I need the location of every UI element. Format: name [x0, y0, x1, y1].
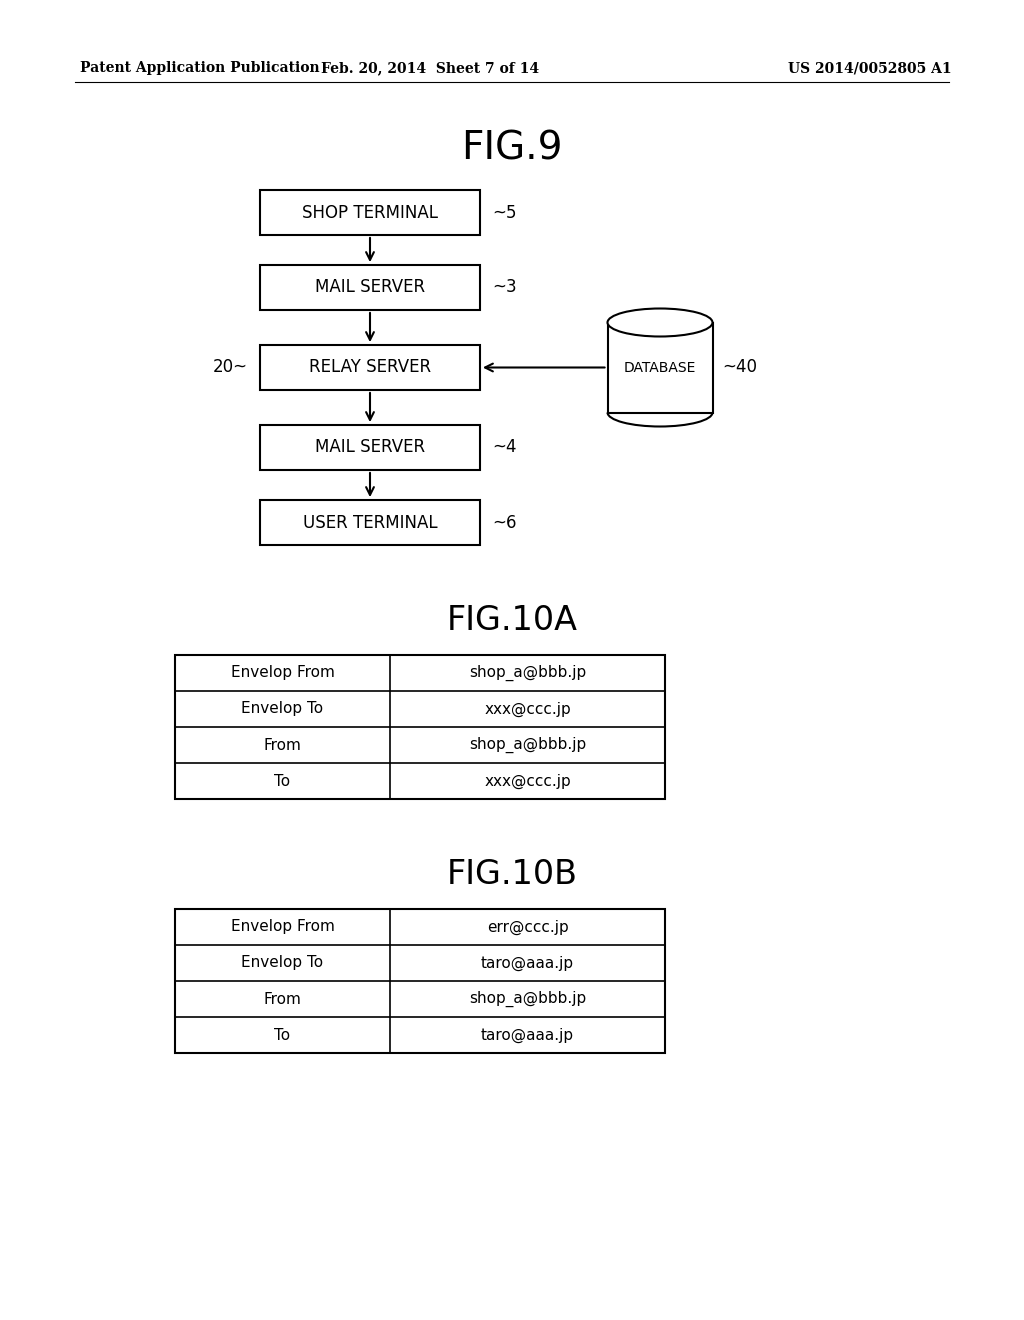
Text: DATABASE: DATABASE	[624, 360, 696, 375]
Text: ~3: ~3	[492, 279, 517, 297]
Text: Envelop From: Envelop From	[230, 920, 335, 935]
Text: RELAY SERVER: RELAY SERVER	[309, 359, 431, 376]
Bar	[175, 909, 665, 1053]
Text: SHOP TERMINAL: SHOP TERMINAL	[302, 203, 438, 222]
Text: shop_a@bbb.jp: shop_a@bbb.jp	[469, 665, 586, 681]
Text: xxx@ccc.jp: xxx@ccc.jp	[484, 774, 570, 788]
Text: shop_a@bbb.jp: shop_a@bbb.jp	[469, 991, 586, 1007]
Bar	[260, 345, 480, 389]
Ellipse shape	[607, 309, 713, 337]
Text: ~6: ~6	[492, 513, 516, 532]
Text: err@ccc.jp: err@ccc.jp	[486, 920, 568, 935]
Bar	[607, 322, 713, 412]
Bar	[260, 425, 480, 470]
Text: ~4: ~4	[492, 438, 516, 457]
Text: From: From	[263, 991, 301, 1006]
Text: From: From	[263, 738, 301, 752]
Text: 20~: 20~	[213, 359, 248, 376]
Text: taro@aaa.jp: taro@aaa.jp	[481, 956, 574, 970]
Bar	[175, 655, 665, 799]
Text: FIG.9: FIG.9	[461, 129, 563, 168]
Text: MAIL SERVER: MAIL SERVER	[315, 438, 425, 457]
Text: US 2014/0052805 A1: US 2014/0052805 A1	[788, 61, 952, 75]
Text: USER TERMINAL: USER TERMINAL	[303, 513, 437, 532]
Text: Envelop To: Envelop To	[242, 956, 324, 970]
Text: To: To	[274, 1027, 291, 1043]
Text: MAIL SERVER: MAIL SERVER	[315, 279, 425, 297]
Bar	[260, 190, 480, 235]
Bar	[260, 265, 480, 310]
Text: shop_a@bbb.jp: shop_a@bbb.jp	[469, 737, 586, 754]
Text: To: To	[274, 774, 291, 788]
Text: FIG.10B: FIG.10B	[446, 858, 578, 891]
Text: ~40: ~40	[723, 359, 758, 376]
Bar	[260, 500, 480, 545]
Text: ~5: ~5	[492, 203, 516, 222]
Text: FIG.10A: FIG.10A	[446, 603, 578, 636]
Text: xxx@ccc.jp: xxx@ccc.jp	[484, 701, 570, 717]
Text: Patent Application Publication: Patent Application Publication	[80, 61, 319, 75]
Text: Envelop From: Envelop From	[230, 665, 335, 681]
Text: Feb. 20, 2014  Sheet 7 of 14: Feb. 20, 2014 Sheet 7 of 14	[321, 61, 539, 75]
Text: taro@aaa.jp: taro@aaa.jp	[481, 1027, 574, 1043]
Text: Envelop To: Envelop To	[242, 701, 324, 717]
